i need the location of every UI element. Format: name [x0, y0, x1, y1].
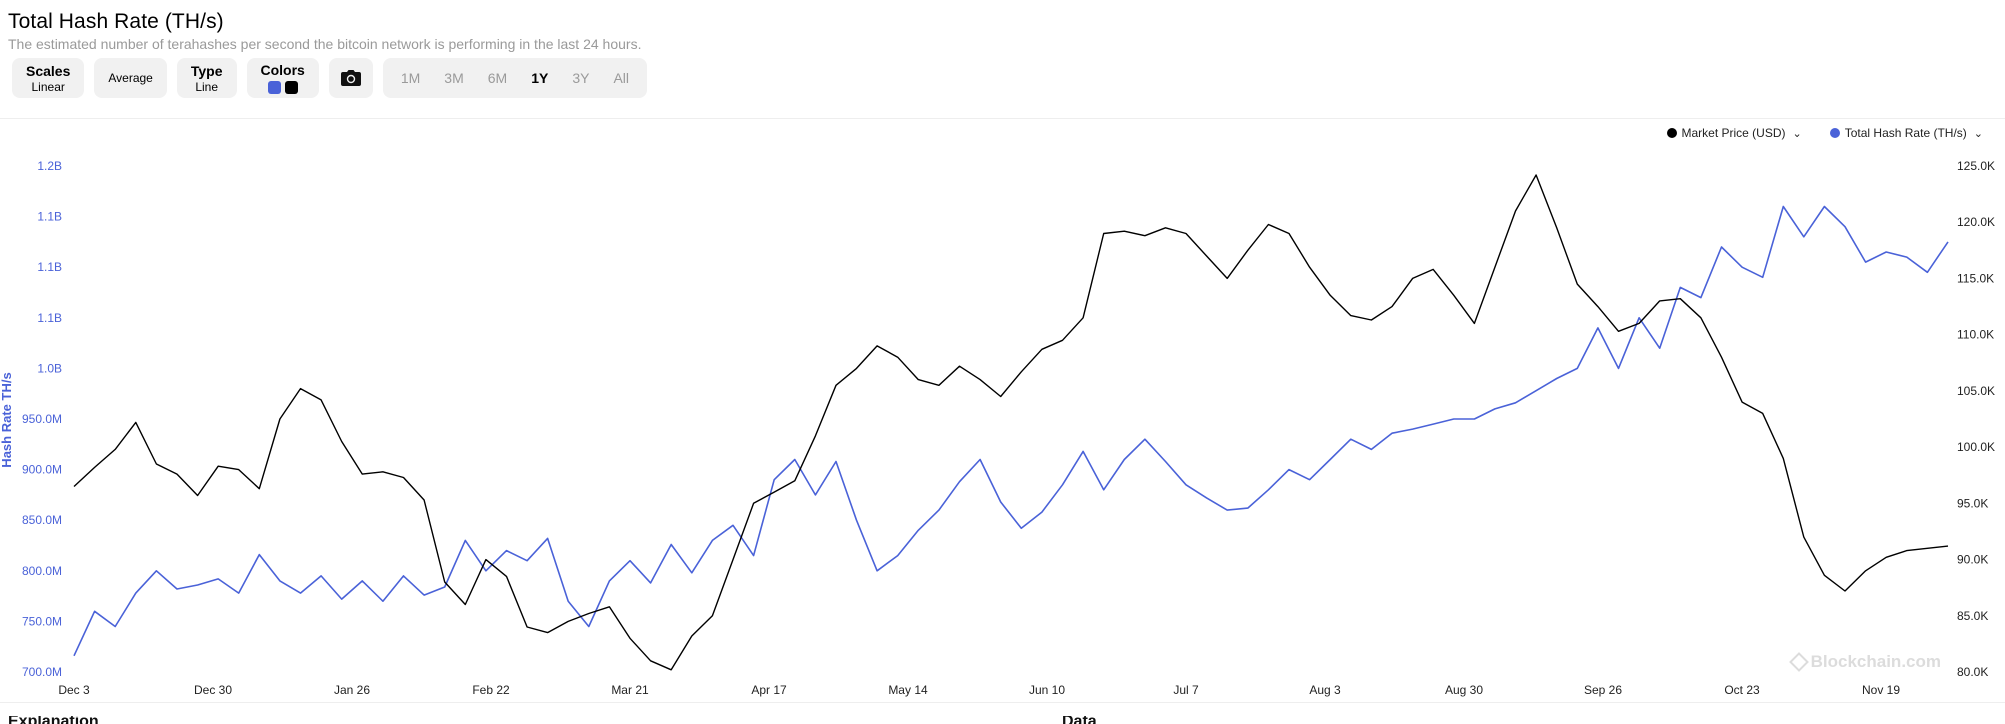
x-axis-tick-label: Dec 3	[58, 683, 90, 697]
x-axis-tick-label: Feb 22	[472, 683, 510, 697]
screenshot-button[interactable]	[328, 58, 373, 98]
color-swatches	[267, 81, 298, 94]
average-label: Average	[108, 71, 153, 85]
right-axis-tick-label: 110.0K	[1957, 328, 1994, 342]
legend-label-market-price: Market Price (USD)	[1681, 126, 1786, 140]
range-button-all[interactable]: All	[613, 70, 630, 86]
scales-value: Linear	[31, 79, 65, 94]
right-axis-tick-label: 90.0K	[1957, 553, 1988, 567]
right-axis-tick-label: 105.0K	[1957, 384, 1995, 398]
legend-label-hash-rate: Total Hash Rate (TH/s)	[1844, 126, 1967, 140]
left-axis-tick-label: 800.0M	[22, 564, 62, 578]
watermark-text: Blockchain.com	[1810, 652, 1941, 671]
x-axis-tick-label: Jun 10	[1029, 683, 1065, 697]
left-axis-tick-label: 850.0M	[22, 513, 62, 527]
x-axis-tick-label: Jul 7	[1173, 683, 1199, 697]
header-divider	[0, 118, 2005, 119]
right-axis-tick-label: 85.0K	[1957, 609, 1988, 623]
scales-button[interactable]: Scales Linear	[12, 58, 85, 98]
range-button-1y[interactable]: 1Y	[531, 70, 549, 86]
left-axis-tick-label: 750.0M	[22, 614, 62, 628]
right-axis-tick-label: 115.0K	[1957, 271, 1994, 285]
chart-toolbar: Scales Linear Average Type Line Colors 1…	[12, 58, 648, 98]
footer-divider	[0, 702, 2005, 703]
range-button-1m[interactable]: 1M	[400, 70, 421, 86]
scales-label: Scales	[26, 62, 71, 79]
chevron-down-icon: ⌄	[1973, 127, 1983, 140]
right-axis-tick-label: 120.0K	[1957, 215, 1995, 229]
series-line-market-price	[73, 174, 1949, 671]
x-axis-tick-label: Apr 17	[751, 683, 787, 697]
legend-dot-market-price	[1666, 128, 1677, 138]
x-axis-tick-label: Sep 26	[1584, 683, 1622, 697]
left-axis-tick-label: 1.1B	[37, 311, 62, 325]
range-button-3m[interactable]: 3M	[444, 70, 464, 86]
left-axis-tick-label: 1.0B	[37, 361, 62, 375]
series-line-hash-rate	[73, 205, 1949, 657]
right-axis-tick-label: 95.0K	[1957, 496, 1988, 510]
left-axis-tick-label: 1.1B	[37, 210, 62, 224]
page-subtitle: The estimated number of terahashes per s…	[8, 36, 642, 52]
color-swatch-hashrate[interactable]	[267, 81, 281, 94]
legend-item-hash-rate[interactable]: Total Hash Rate (TH/s) ⌄	[1829, 126, 1983, 140]
x-axis-tick-label: Dec 30	[194, 683, 232, 697]
page-title: Total Hash Rate (TH/s)	[8, 10, 224, 33]
x-axis-tick-label: Aug 3	[1309, 683, 1341, 697]
range-button-3y[interactable]: 3Y	[572, 70, 590, 86]
right-axis-tick-label: 125.0K	[1957, 159, 1995, 173]
type-label: Type	[190, 62, 223, 79]
color-swatch-price[interactable]	[284, 81, 298, 94]
chart-legend: Market Price (USD) ⌄ Total Hash Rate (TH…	[1666, 126, 1983, 140]
x-axis-tick-label: Aug 30	[1445, 683, 1483, 697]
chevron-down-icon: ⌄	[1792, 127, 1802, 140]
left-axis-tick-label: 950.0M	[22, 412, 62, 426]
colors-button[interactable]: Colors	[246, 58, 319, 98]
data-heading: Data	[1062, 716, 1097, 724]
x-axis-tick-label: May 14	[888, 683, 928, 697]
x-axis-tick-label: Nov 19	[1862, 683, 1900, 697]
legend-item-market-price[interactable]: Market Price (USD) ⌄	[1666, 126, 1802, 140]
x-axis-tick-label: Mar 21	[611, 683, 649, 697]
right-axis-tick-label: 100.0K	[1957, 440, 1995, 454]
range-button-6m[interactable]: 6M	[487, 70, 508, 86]
type-value: Line	[195, 79, 219, 94]
left-axis-tick-label: 1.1B	[37, 260, 62, 274]
explanation-heading: Explanation	[8, 716, 99, 724]
x-axis-tick-label: Oct 23	[1724, 683, 1760, 697]
left-axis-label: Hash Rate TH/s	[0, 372, 14, 467]
right-axis-tick-label: 80.0K	[1957, 665, 1988, 679]
watermark: Blockchain.com	[1788, 652, 1941, 672]
colors-label: Colors	[260, 62, 305, 78]
left-axis-tick-label: 700.0M	[22, 665, 62, 679]
camera-icon	[340, 70, 361, 86]
legend-dot-hash-rate	[1829, 128, 1840, 138]
type-button[interactable]: Type Line	[176, 58, 237, 98]
blockchain-logo-icon	[1788, 652, 1809, 672]
left-axis-tick-label: 1.2B	[37, 159, 62, 173]
left-axis-tick-label: 900.0M	[22, 463, 62, 477]
average-button[interactable]: Average	[94, 58, 167, 98]
time-range-selector: 1M 3M 6M 1Y 3Y All	[382, 58, 648, 98]
x-axis-tick-label: Jan 26	[334, 683, 370, 697]
